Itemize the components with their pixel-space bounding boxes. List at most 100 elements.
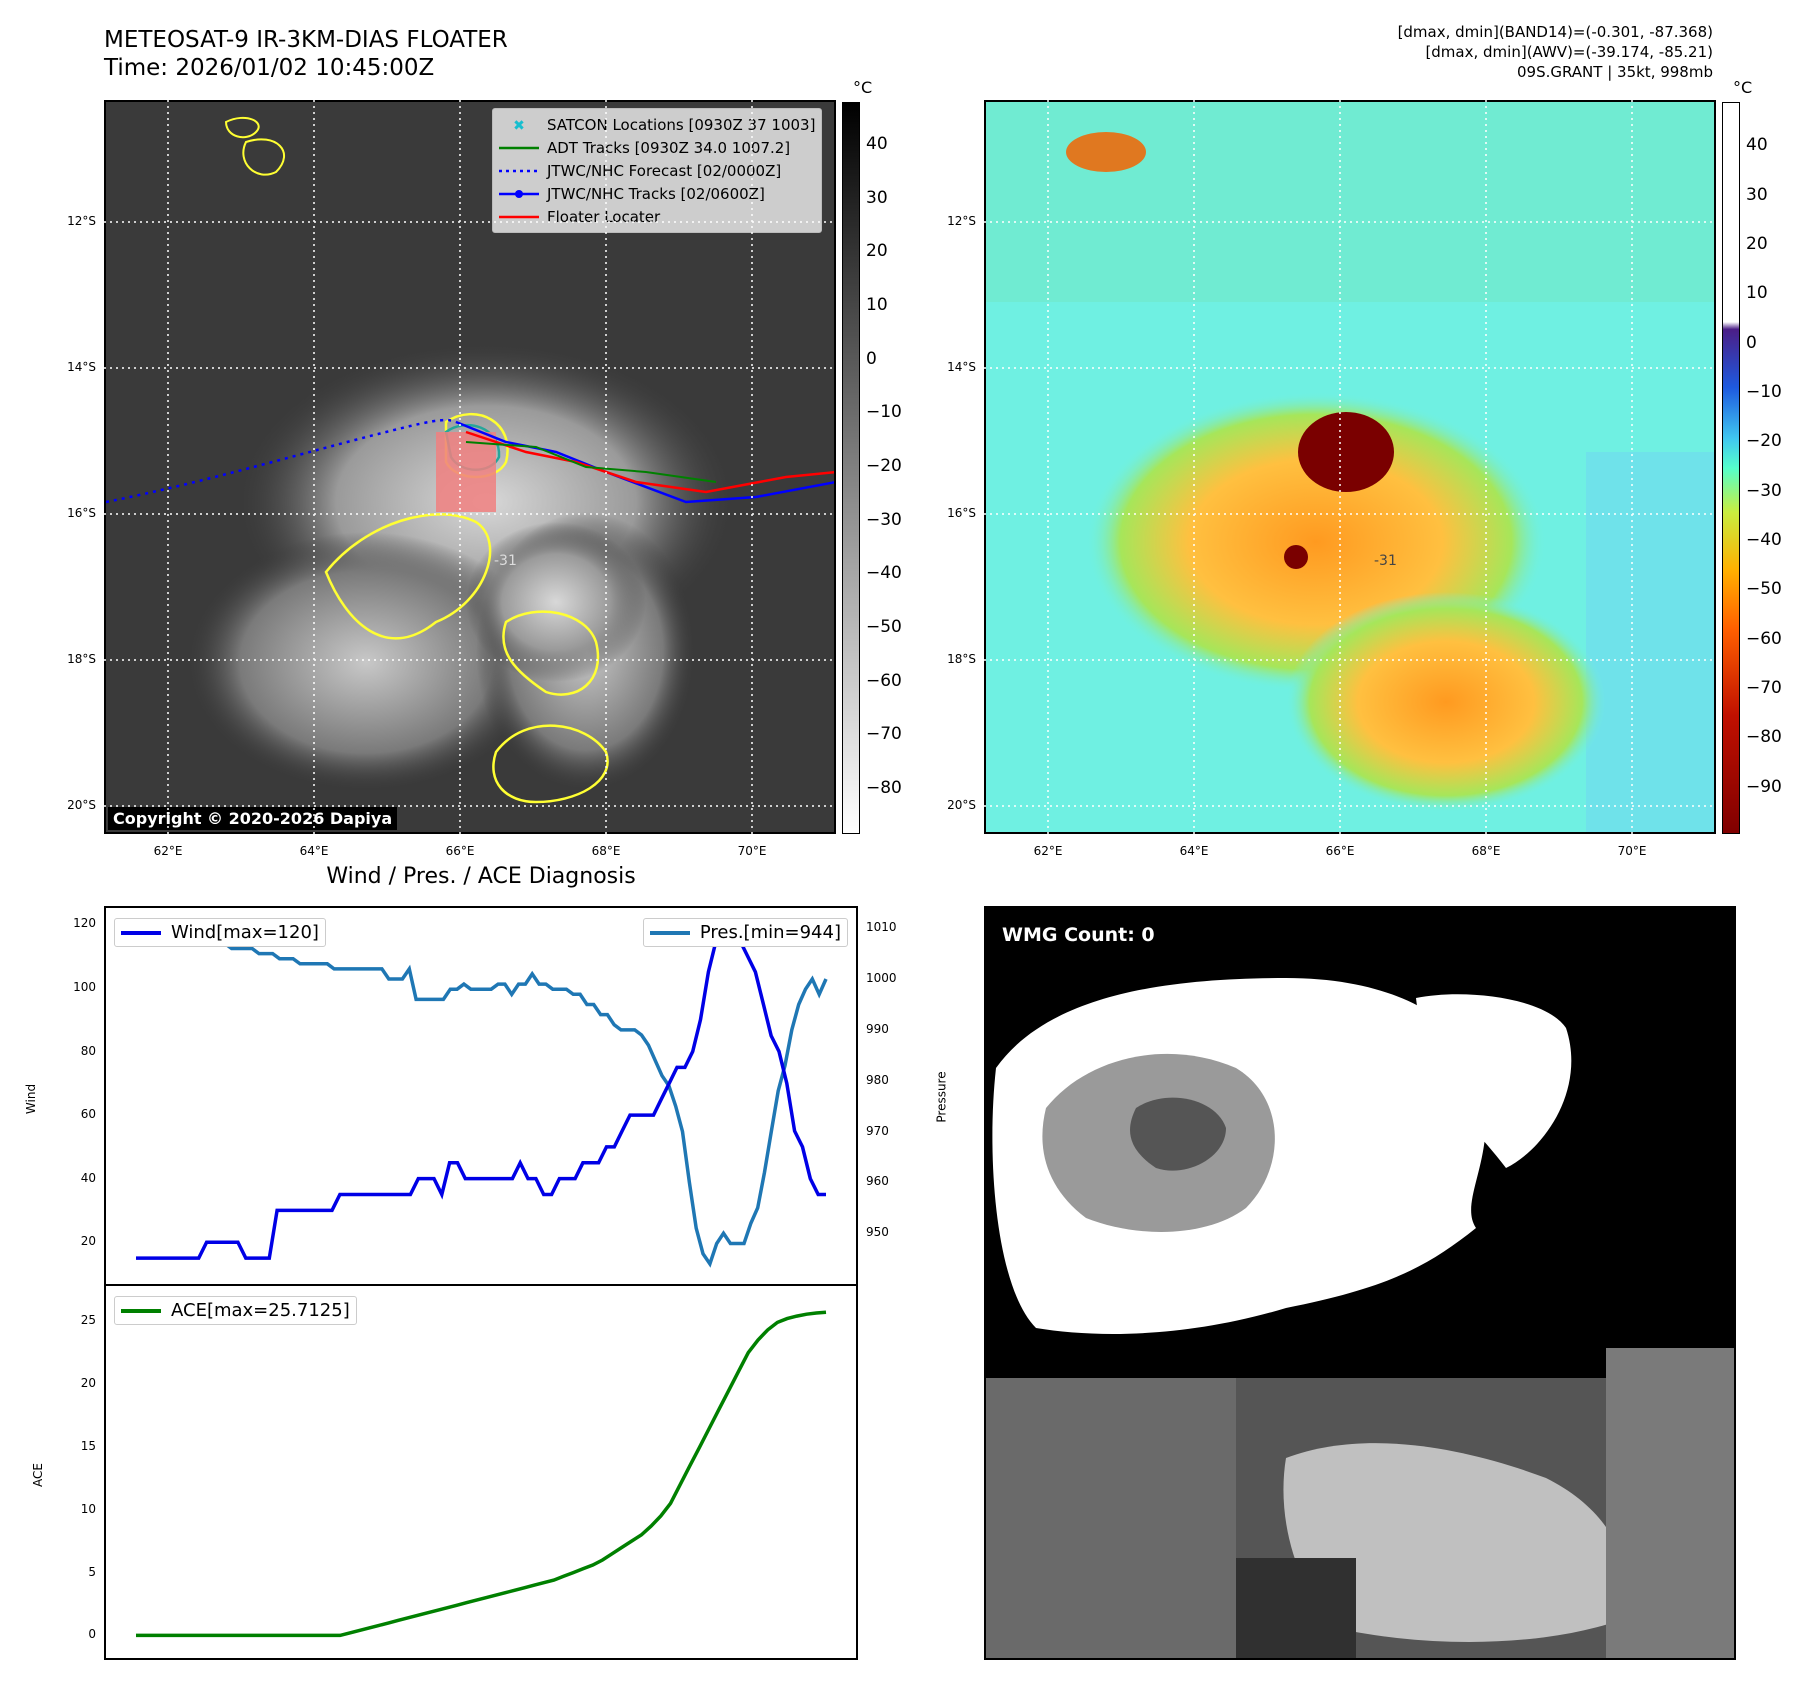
awv-colorbar-unit: °C (1733, 78, 1753, 97)
wmg-imagery (986, 908, 1734, 1658)
lon-tick-label: 70°E (1617, 844, 1647, 858)
pres-tick-label: 980 (866, 1072, 889, 1087)
ir-colorbar-tick: −60 (866, 670, 902, 691)
awv-colorbar-tick: −80 (1746, 727, 1782, 748)
lon-tick-label: 66°E (445, 844, 475, 858)
x-marker-icon: ✖ (499, 118, 539, 134)
ir-colorbar-tick: −50 (866, 617, 902, 638)
contour-label: -31 (1374, 553, 1397, 569)
ace-tick-label: 0 (88, 1627, 96, 1642)
diag-title: Wind / Pres. / ACE Diagnosis (326, 864, 636, 889)
awv-imagery (986, 102, 1714, 832)
lat-tick-label: 20°S (67, 798, 96, 812)
legend-label: ADT Tracks [0930Z 34.0 1007.2] (547, 138, 791, 157)
pres-tick-label: 990 (866, 1021, 889, 1036)
lon-tick-label: 64°E (1179, 844, 1209, 858)
ace-tick-label: 20 (80, 1376, 96, 1390)
legend-item-adt: ADT Tracks [0930Z 34.0 1007.2] (499, 136, 815, 159)
title-line-1: METEOSAT-9 IR-3KM-DIAS FLOATER (104, 27, 508, 53)
lat-tick-label: 14°S (947, 360, 976, 374)
map-grids: -31 -31 (104, 100, 1716, 834)
ir-colorbar-tick: −10 (866, 402, 902, 423)
lat-tick-label: 18°S (947, 652, 976, 666)
legend-item-satcon: ✖ SATCON Locations [0930Z 37 1003] (499, 113, 815, 136)
awv-colorbar-tick: −90 (1746, 776, 1782, 797)
ir-colorbar-tick: 0 (866, 348, 877, 369)
title-line-2: Time: 2026/01/02 10:45:00Z (104, 55, 435, 81)
ir-colorbar-tick: −40 (866, 563, 902, 584)
ace-panel[interactable]: ACE[max=25.7125] (104, 1284, 858, 1660)
info-line-2: [dmax, dmin](AWV)=(-39.174, -85.21) (1425, 43, 1713, 61)
lon-tick-label: 64°E (299, 844, 329, 858)
ir-imagery (186, 116, 736, 804)
ace-ylabel: ACE (30, 1463, 45, 1487)
awv-colorbar (1722, 102, 1740, 834)
wind-pres-panel[interactable]: Wind[max=120] Pres.[min=944] (104, 906, 858, 1286)
ace-plot (136, 1310, 827, 1638)
awv-colorbar-tick: −50 (1746, 579, 1782, 600)
wind-series-line (136, 921, 826, 1260)
lon-tick-label: 70°E (737, 844, 767, 858)
ir-colorbar-tick: −80 (866, 778, 902, 799)
lon-tick-label: 68°E (591, 844, 621, 858)
awv-colorbar-tick: −40 (1746, 529, 1782, 550)
lat-tick-label: 16°S (947, 506, 976, 520)
pres-ylabel: Pressure (934, 1071, 949, 1123)
legend-item-tracks: JTWC/NHC Tracks [02/0600Z] (499, 182, 815, 205)
line-icon (499, 141, 539, 155)
line-dot-icon (499, 187, 539, 201)
lat-tick-label: 12°S (947, 214, 976, 228)
pres-legend-label: Pres.[min=944] (699, 922, 841, 943)
pres-tick-label: 950 (866, 1225, 889, 1240)
awv-colorbar-tick: −20 (1746, 431, 1782, 452)
ace-tick-label: 15 (80, 1438, 96, 1453)
awv-colorbar-tick: −30 (1746, 480, 1782, 501)
wind-tick-label: 100 (73, 979, 96, 994)
lat-tick-label: 18°S (67, 652, 96, 666)
pres-tick-label: 1010 (866, 920, 897, 935)
map-legend: ✖ SATCON Locations [0930Z 37 1003] ADT T… (492, 108, 823, 233)
wind-tick-label: 60 (80, 1107, 96, 1122)
awv-colorbar-tick: 20 (1746, 234, 1768, 255)
info-line-1: [dmax, dmin](BAND14)=(-0.301, -87.368) (1397, 23, 1713, 41)
wmg-panel[interactable]: WMG Count: 0 (984, 906, 1736, 1660)
pressure-series-line (136, 931, 828, 1268)
legend-label: SATCON Locations [0930Z 37 1003] (547, 115, 816, 134)
wind-ylabel: Wind (24, 1083, 39, 1115)
lon-tick-label: 62°E (153, 844, 183, 858)
pres-line-icon (649, 930, 690, 935)
wmg-count-badge: WMG Count: 0 (994, 918, 1163, 952)
awv-colorbar-tick: −70 (1746, 677, 1782, 698)
ir-colorbar-tick: −20 (866, 456, 902, 476)
wind-tick-label: 80 (80, 1043, 96, 1058)
ace-tick-label: 25 (80, 1313, 96, 1328)
ir-colorbar (842, 102, 860, 834)
legend-item-floater: Floater Locater (499, 205, 815, 228)
awv-colorbar-tick: 10 (1746, 283, 1768, 304)
awv-colorbar-tick: 0 (1746, 332, 1757, 353)
wind-pres-plot (136, 921, 828, 1268)
wind-tick-label: 20 (80, 1234, 96, 1249)
ir-colorbar-tick: 20 (866, 241, 888, 262)
lat-tick-label: 16°S (67, 506, 96, 520)
ir-colorbar-unit: °C (853, 78, 873, 97)
ace-tick-label: 5 (88, 1564, 96, 1579)
chart-title: METEOSAT-9 IR-3KM-DIAS FLOATER Time: 202… (104, 26, 508, 82)
wind-tick-label: 120 (73, 916, 96, 931)
contour-label: -31 (494, 553, 517, 569)
ir-colorbar-tick: −30 (866, 509, 902, 530)
ace-series-line (136, 1310, 827, 1638)
legend-label: Floater Locater (547, 207, 661, 226)
svg-text:✖: ✖ (513, 118, 525, 134)
lat-tick-label: 14°S (67, 360, 96, 374)
copyright-badge: Copyright © 2020-2026 Dapiya (108, 807, 398, 830)
lat-tick-label: 20°S (947, 798, 976, 812)
pres-legend: Pres.[min=944] (642, 918, 848, 947)
ace-tick-label: 10 (80, 1501, 96, 1516)
lon-tick-label: 66°E (1325, 844, 1355, 858)
lon-tick-label: 68°E (1471, 844, 1501, 858)
wind-legend-label: Wind[max=120] (171, 922, 319, 943)
lat-tick-label: 12°S (67, 214, 96, 228)
ir-colorbar-tick: 40 (866, 133, 888, 154)
awv-colorbar-tick: 30 (1746, 184, 1768, 205)
